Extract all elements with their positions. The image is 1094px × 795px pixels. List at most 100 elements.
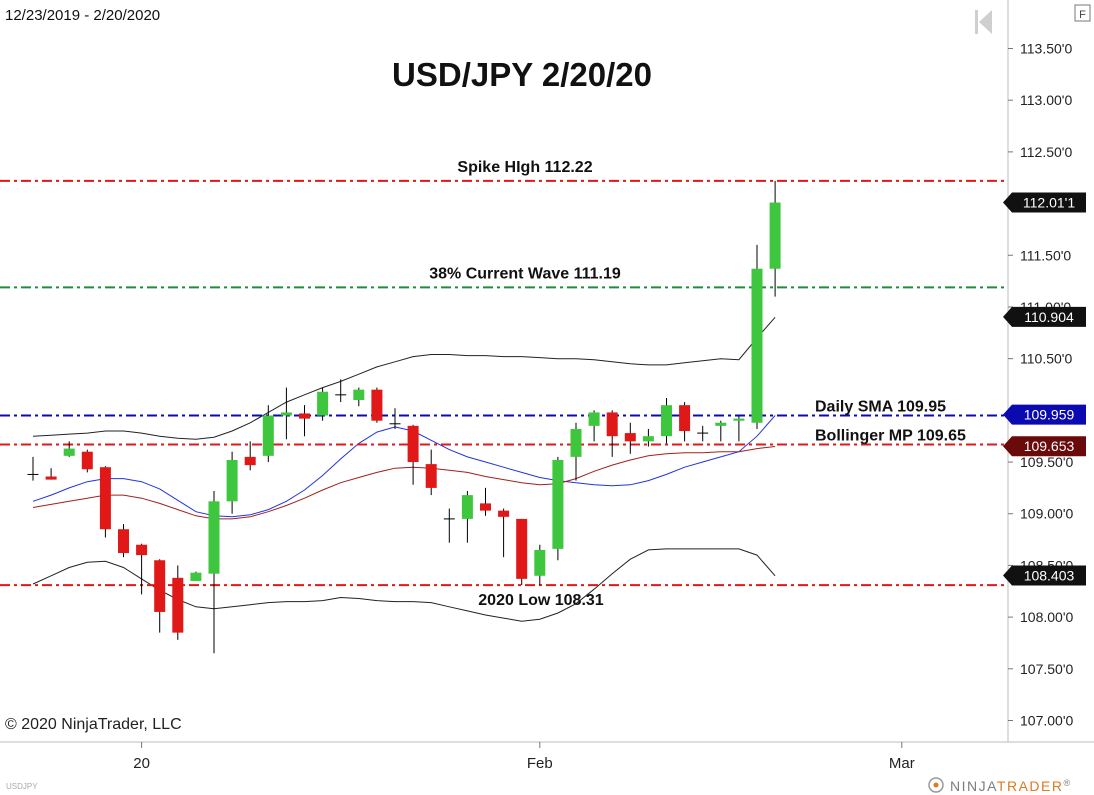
candle-body-up xyxy=(208,501,220,574)
indicator-line-daily-sma xyxy=(32,415,776,518)
indicator-line-bollinger-mp xyxy=(32,446,776,520)
candle-body-up xyxy=(190,572,202,581)
candle xyxy=(461,490,473,543)
candle-body-up xyxy=(733,418,745,421)
price-tag-label: 108.403 xyxy=(1024,567,1075,583)
candle-body-up xyxy=(570,428,582,457)
candle-body-down xyxy=(154,560,166,612)
f-button[interactable]: F xyxy=(1074,4,1091,22)
candle xyxy=(172,565,184,640)
candle-body-down xyxy=(99,467,111,530)
ninjatrader-logo-icon xyxy=(928,777,944,793)
candle xyxy=(317,387,329,421)
candle xyxy=(353,387,365,407)
brand-trader: TRADER xyxy=(997,778,1064,794)
candle-body-down xyxy=(407,425,419,463)
candle-body-down xyxy=(624,433,636,442)
candle-body-down xyxy=(81,451,93,470)
price-tag-shape xyxy=(1003,404,1086,425)
y-tick-label: 109.00'0 xyxy=(1020,506,1073,522)
candle xyxy=(570,422,582,481)
y-tick-label: 113.50'0 xyxy=(1020,41,1072,57)
candle xyxy=(45,468,57,480)
price-axis-panel xyxy=(1008,0,1094,742)
candle-body-down xyxy=(45,476,57,480)
scroll-bar-mark xyxy=(975,10,978,34)
candle-body-up xyxy=(552,459,564,549)
candle xyxy=(425,449,437,496)
candle xyxy=(443,508,455,543)
candle xyxy=(480,487,491,516)
ninjatrader-logo-dot xyxy=(933,782,939,788)
candle xyxy=(697,425,709,442)
copyright: © 2020 NinjaTrader, LLC xyxy=(5,716,182,733)
price-tag-shape xyxy=(1003,565,1086,586)
candle-body-down xyxy=(244,456,256,466)
ninjatrader-logo: NINJATRADER® xyxy=(928,777,1071,794)
level-label: Bollinger MP 109.65 xyxy=(815,427,966,444)
candle xyxy=(769,180,781,297)
y-tick-label: 107.50'0 xyxy=(1020,661,1073,677)
price-tag: 109.959 xyxy=(1003,404,1086,425)
x-tick-label: 20 xyxy=(133,755,150,772)
candle-body-down xyxy=(136,544,148,556)
candle-body-up xyxy=(262,415,274,456)
candle xyxy=(190,571,202,581)
candle-body-down xyxy=(425,464,437,488)
price-tag-shape xyxy=(1003,306,1086,327)
y-tick-label: 112.50'0 xyxy=(1020,144,1072,160)
x-tick-label: Feb xyxy=(527,755,553,772)
brand-reg: ® xyxy=(1063,778,1071,788)
candle-body-up xyxy=(661,405,672,437)
candle xyxy=(27,456,39,481)
candle-body-up xyxy=(353,389,365,401)
candle xyxy=(226,451,238,514)
candle xyxy=(118,524,129,558)
candle-body-up xyxy=(63,448,75,456)
candle xyxy=(299,405,310,437)
candle xyxy=(715,420,727,442)
candle-body-down xyxy=(172,577,184,633)
brand-ninja: NINJA xyxy=(950,778,997,794)
candles xyxy=(27,180,781,654)
price-tag-label: 110.904 xyxy=(1024,309,1074,325)
y-tick-label: 113.00'0 xyxy=(1020,92,1072,108)
candle xyxy=(81,449,93,473)
candle xyxy=(552,456,564,561)
level-lines: Spike HIgh 112.22 38% Current Wave 111.19… xyxy=(0,159,1008,609)
candle-body-up xyxy=(642,436,654,442)
candle xyxy=(63,441,75,457)
candle xyxy=(751,244,763,429)
y-tick-label: 107.00'0 xyxy=(1020,713,1073,729)
candle-body-up xyxy=(588,412,600,426)
candle xyxy=(516,518,528,586)
candle xyxy=(642,428,654,447)
candle xyxy=(99,466,111,538)
y-tick-label: 110.50'0 xyxy=(1020,351,1072,367)
scroll-to-end-button[interactable] xyxy=(975,10,992,34)
candle-body-up xyxy=(715,422,727,426)
candle xyxy=(534,544,546,586)
instrument-tag: USDJPY xyxy=(6,782,38,791)
price-tag: 112.01'1 xyxy=(1003,192,1086,213)
level-label: Spike HIgh 112.22 xyxy=(457,159,592,176)
candle-body-down xyxy=(371,389,383,421)
price-tag-label: 112.01'1 xyxy=(1023,195,1075,211)
candle xyxy=(733,415,745,442)
candle xyxy=(208,490,220,654)
f-button-frame xyxy=(1074,4,1091,22)
time-axis: 20 Feb Mar xyxy=(133,742,915,772)
candle-body-up xyxy=(280,412,292,416)
price-tag: 108.403 xyxy=(1003,565,1086,586)
y-tick-label: 109.50'0 xyxy=(1020,454,1073,470)
x-tick-label: Mar xyxy=(889,755,915,772)
price-tag: 109.653 xyxy=(1003,436,1086,457)
candle xyxy=(154,559,166,633)
candle xyxy=(661,397,672,444)
indicator-line-upper-band xyxy=(32,316,776,440)
candle-body-down xyxy=(480,503,491,511)
candle xyxy=(136,543,148,595)
